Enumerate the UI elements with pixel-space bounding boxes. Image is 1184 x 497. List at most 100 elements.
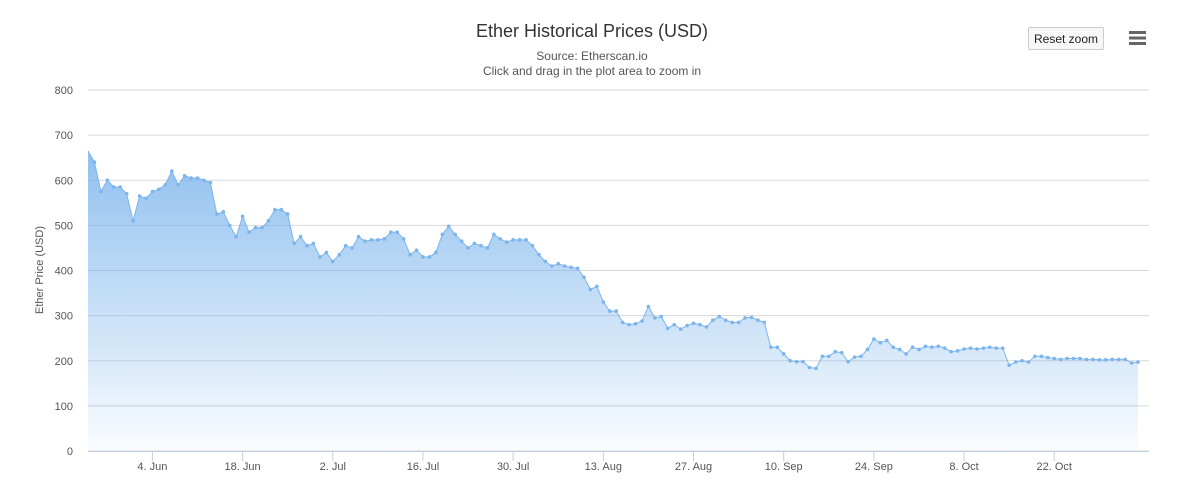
price-point[interactable]: [640, 319, 644, 323]
price-point[interactable]: [1065, 356, 1069, 361]
price-point[interactable]: [698, 322, 702, 327]
price-point[interactable]: [1000, 346, 1005, 350]
price-point[interactable]: [382, 237, 387, 241]
price-point[interactable]: [221, 210, 226, 214]
price-point[interactable]: [975, 347, 979, 351]
price-point[interactable]: [904, 352, 908, 356]
price-point[interactable]: [240, 214, 245, 219]
price-point[interactable]: [820, 354, 825, 359]
price-point[interactable]: [401, 237, 406, 241]
price-point[interactable]: [434, 250, 438, 255]
price-point[interactable]: [1103, 358, 1108, 362]
price-point[interactable]: [569, 265, 573, 270]
price-point[interactable]: [376, 238, 380, 242]
price-point[interactable]: [910, 345, 915, 350]
price-point[interactable]: [1058, 357, 1063, 362]
price-point[interactable]: [865, 347, 870, 352]
price-point[interactable]: [517, 238, 522, 242]
price-point[interactable]: [247, 230, 251, 234]
price-point[interactable]: [917, 347, 921, 352]
price-point[interactable]: [601, 300, 606, 304]
price-point[interactable]: [672, 322, 676, 327]
price-point[interactable]: [253, 225, 258, 230]
price-point[interactable]: [627, 322, 631, 327]
price-point[interactable]: [988, 345, 992, 350]
price-point[interactable]: [1097, 358, 1102, 362]
price-point[interactable]: [884, 338, 889, 343]
price-point[interactable]: [137, 194, 142, 198]
price-point[interactable]: [962, 347, 966, 351]
price-point[interactable]: [369, 238, 374, 242]
price-point[interactable]: [607, 309, 612, 313]
price-point[interactable]: [1020, 358, 1024, 363]
price-point[interactable]: [459, 239, 464, 243]
price-point[interactable]: [794, 359, 799, 364]
price-point[interactable]: [408, 252, 412, 257]
price-point[interactable]: [955, 349, 960, 353]
price-point[interactable]: [723, 318, 728, 322]
price-point[interactable]: [620, 320, 625, 325]
price-point[interactable]: [427, 255, 432, 259]
price-point[interactable]: [131, 219, 135, 223]
price-point[interactable]: [215, 212, 219, 216]
hamburger-menu-icon[interactable]: [1124, 26, 1150, 50]
price-point[interactable]: [227, 223, 232, 228]
price-point[interactable]: [801, 359, 805, 364]
price-point[interactable]: [633, 321, 638, 326]
price-point[interactable]: [492, 232, 496, 237]
price-point[interactable]: [691, 321, 696, 326]
price-point[interactable]: [839, 350, 844, 355]
price-point[interactable]: [595, 284, 599, 289]
price-point[interactable]: [485, 246, 490, 250]
price-point[interactable]: [279, 207, 284, 212]
price-point[interactable]: [99, 189, 103, 194]
price-point[interactable]: [1123, 357, 1127, 362]
price-point[interactable]: [1071, 356, 1076, 361]
price-point[interactable]: [356, 234, 361, 239]
price-point[interactable]: [479, 243, 483, 248]
price-point[interactable]: [543, 259, 548, 264]
price-point[interactable]: [775, 345, 780, 350]
price-point[interactable]: [1007, 363, 1011, 368]
price-point[interactable]: [575, 266, 580, 271]
price-point[interactable]: [324, 250, 329, 255]
price-series[interactable]: [87, 150, 1140, 452]
price-point[interactable]: [395, 230, 400, 234]
price-point[interactable]: [273, 207, 277, 212]
price-point[interactable]: [582, 275, 586, 280]
price-point[interactable]: [504, 240, 509, 244]
price-point[interactable]: [472, 241, 477, 246]
price-point[interactable]: [897, 347, 902, 352]
price-point[interactable]: [388, 230, 393, 234]
price-point[interactable]: [498, 237, 503, 241]
price-point[interactable]: [859, 354, 863, 359]
price-point[interactable]: [646, 304, 651, 309]
price-point[interactable]: [311, 241, 316, 246]
price-point[interactable]: [711, 318, 715, 322]
price-point[interactable]: [440, 232, 445, 237]
price-point[interactable]: [878, 340, 883, 345]
price-point[interactable]: [234, 234, 238, 239]
price-point[interactable]: [788, 358, 792, 363]
price-point[interactable]: [260, 225, 264, 230]
price-point[interactable]: [846, 359, 850, 364]
price-point[interactable]: [208, 180, 213, 185]
price-point[interactable]: [163, 182, 168, 187]
price-point[interactable]: [1052, 356, 1057, 361]
price-point[interactable]: [730, 320, 734, 325]
price-point[interactable]: [807, 365, 812, 370]
price-point[interactable]: [614, 309, 619, 313]
price-point[interactable]: [762, 320, 767, 325]
price-point[interactable]: [124, 191, 129, 196]
price-point[interactable]: [195, 176, 200, 180]
price-point[interactable]: [891, 345, 896, 350]
price-point[interactable]: [717, 314, 722, 319]
price-point[interactable]: [330, 259, 335, 264]
price-point[interactable]: [337, 252, 342, 257]
price-point[interactable]: [678, 327, 683, 331]
price-point[interactable]: [446, 224, 451, 229]
price-point[interactable]: [305, 243, 309, 248]
price-point[interactable]: [994, 346, 999, 350]
price-point[interactable]: [1116, 357, 1121, 362]
